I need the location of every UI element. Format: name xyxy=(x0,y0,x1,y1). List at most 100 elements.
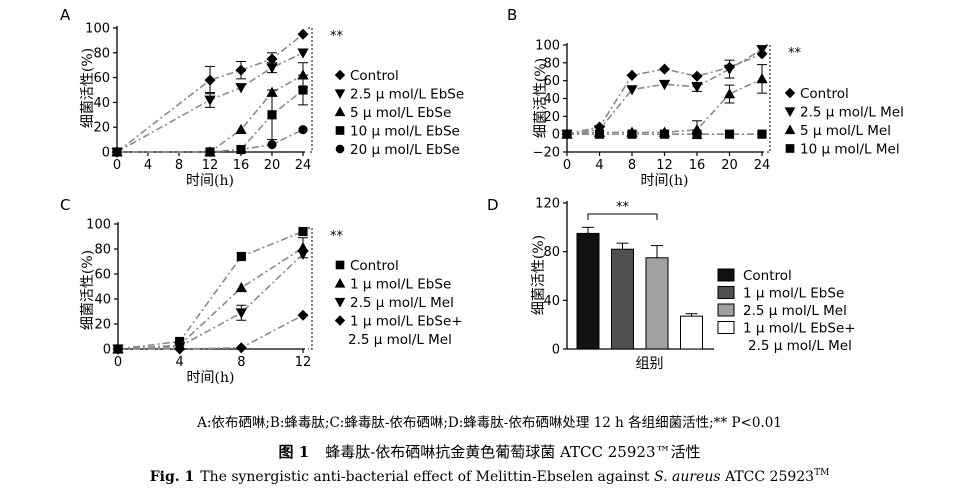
caption-label-en: Fig. 1 xyxy=(149,469,195,485)
legend-marker xyxy=(334,106,346,117)
y-tick-label: 60 xyxy=(94,268,111,283)
legend-label: 1 μ mol/L EbSe xyxy=(350,277,451,293)
data-point xyxy=(235,308,247,319)
series xyxy=(561,48,768,140)
data-point xyxy=(627,129,637,139)
legend-entry: 2.5 μ mol/L Mel xyxy=(784,105,904,121)
legend-label: 2.5 μ mol/L Mel xyxy=(350,295,454,311)
x-tick-label: 20 xyxy=(264,158,281,173)
y-tick-label: 80 xyxy=(93,46,110,61)
data-point xyxy=(235,123,247,135)
data-point xyxy=(298,226,308,237)
y-tick-label: 40 xyxy=(93,96,110,111)
legend-marker xyxy=(784,87,796,99)
y-tick-label: 60 xyxy=(543,74,560,89)
series xyxy=(112,125,308,157)
legend-label: 2.5 μ mol/L Mel xyxy=(748,338,852,354)
x-tick-label: 4 xyxy=(176,355,184,370)
legend-entry: Control xyxy=(717,268,792,284)
legend-entry: 10 μ mol/L EbSe xyxy=(335,124,460,140)
panel-label: B xyxy=(507,6,517,24)
significance-label: ** xyxy=(788,46,802,61)
x-tick-label: 4 xyxy=(144,158,152,173)
y-tick-label: 0 xyxy=(102,146,110,161)
legend-swatch xyxy=(717,321,735,334)
legend-swatch xyxy=(717,268,735,282)
legend-entry: 20 μ mol/L EbSe xyxy=(335,142,460,158)
data-point xyxy=(204,74,216,86)
legend-marker xyxy=(335,144,345,154)
legend-label: 5 μ mol/L EbSe xyxy=(350,105,451,121)
legend-marker xyxy=(335,260,345,270)
caption-tm: TM xyxy=(814,468,830,478)
series xyxy=(112,309,309,355)
x-tick-label: 0 xyxy=(114,355,122,370)
legend-label: 2.5 μ mol/L Mel xyxy=(743,303,847,319)
x-tick-label: 12 xyxy=(295,355,312,370)
x-tick-label: 16 xyxy=(233,158,250,173)
figure-note: A:依布硒啉;B:蜂毒肽;C:蜂毒肽-依布硒啉;D:蜂毒肽-依布硒啉处理 12 … xyxy=(197,415,782,431)
significance-label: ** xyxy=(330,229,344,244)
data-point xyxy=(297,309,309,321)
significance-label: ** xyxy=(330,29,344,44)
legend-marker xyxy=(785,144,795,153)
legend-entry: Control xyxy=(784,86,849,102)
x-axis-label: 时间(h) xyxy=(187,370,235,386)
legend-label: 10 μ mol/L EbSe xyxy=(350,124,460,140)
legend-label: 5 μ mol/L Mel xyxy=(800,123,891,139)
data-point xyxy=(562,129,572,139)
legend-swatch xyxy=(717,303,735,317)
data-point xyxy=(626,69,638,81)
significance-label: ** xyxy=(616,200,630,215)
panel-label: D xyxy=(487,196,499,214)
data-point xyxy=(658,79,671,91)
y-tick-label: 20 xyxy=(94,318,111,333)
significance-bracket xyxy=(308,27,313,153)
legend-label: 10 μ mol/L Mel xyxy=(800,142,900,158)
legend-entry: 5 μ mol/L EbSe xyxy=(334,105,451,121)
panel-c: C 0 20 40 60 80 100 细菌活性(%) 0 4 8 12 时间(h) Control 1 μ… xyxy=(60,196,463,386)
legend-marker xyxy=(334,69,346,81)
legend-entry: 2.5 μ mol/L Mel xyxy=(334,295,454,311)
data-point xyxy=(691,70,703,82)
figure-caption-english: Fig. 1 The synergistic anti-bacterial eff… xyxy=(0,468,979,485)
legend-entry: 1 μ mol/L EbSe+ 2.5 μ mol/L Mel xyxy=(334,314,463,348)
y-tick-label: 120 xyxy=(535,197,560,212)
x-tick-label: 12 xyxy=(656,158,673,173)
legend-label: Control xyxy=(800,86,849,102)
panel-d: D 0 40 80 120 细菌活性(%) 组别 ** Control 1 μ mol/L EbS… xyxy=(487,196,856,372)
bar xyxy=(645,257,669,350)
legend-label: 1 μ mol/L EbSe+ xyxy=(350,314,463,330)
series xyxy=(111,48,309,158)
data-point xyxy=(756,73,768,84)
y-tick-label: 20 xyxy=(93,121,110,136)
data-point xyxy=(297,28,309,40)
x-axis-label: 组别 xyxy=(636,356,664,372)
y-tick-label: 100 xyxy=(535,39,560,54)
legend-entry: 2.5 μ mol/L Mel xyxy=(717,303,847,319)
data-point xyxy=(235,342,247,354)
data-point xyxy=(691,82,703,93)
y-tick-label: −20 xyxy=(533,146,560,161)
y-tick-label: 60 xyxy=(93,71,110,86)
x-tick-label: 8 xyxy=(175,158,183,173)
x-tick-label: 24 xyxy=(295,158,312,173)
legend-swatch xyxy=(717,286,735,299)
legend-entry: Control xyxy=(334,68,399,84)
caption-species: S. aureus xyxy=(653,469,721,485)
y-tick-label: 40 xyxy=(94,293,111,308)
series-line xyxy=(117,253,304,350)
data-point xyxy=(757,129,767,139)
x-tick-label: 24 xyxy=(754,158,771,173)
figure-caption-chinese: 图 1 蜂毒肽-依布硒啉抗金黄色葡萄球菌 ATCC 25923™活性 xyxy=(0,441,979,462)
legend-entry: 1 μ mol/L EbSe xyxy=(334,277,451,293)
data-point xyxy=(236,251,246,262)
data-point xyxy=(658,63,671,75)
data-point xyxy=(298,85,308,95)
y-tick-label: 80 xyxy=(543,56,560,71)
data-point xyxy=(297,48,309,59)
series xyxy=(113,226,308,354)
bar xyxy=(611,248,634,350)
